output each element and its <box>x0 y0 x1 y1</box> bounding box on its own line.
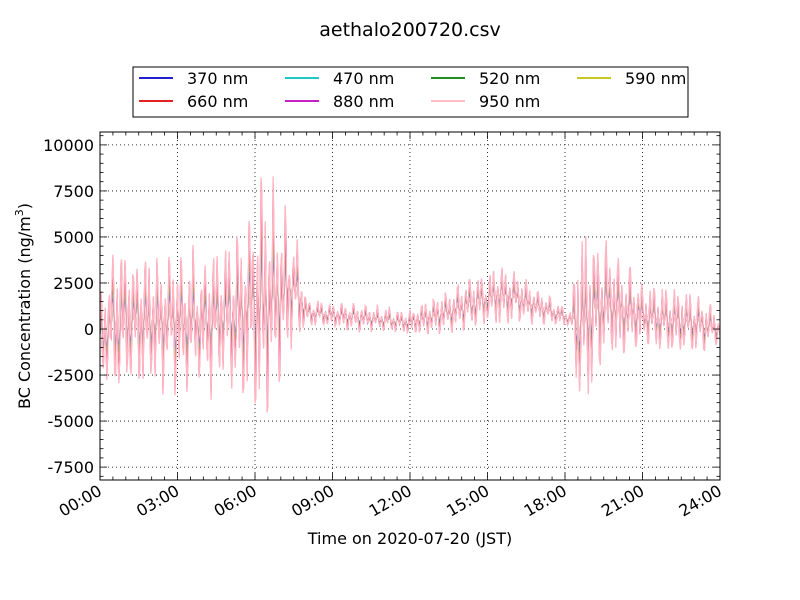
legend: 370 nm 470 nm 520 nm 590 nm 660 nm 880 nm 950 … <box>132 66 689 118</box>
x-tick-label: 15:00 <box>443 481 492 521</box>
legend-label-590-nm: 590 nm <box>625 69 686 88</box>
series-line-950-nm <box>100 176 720 413</box>
chart-title: aethalo200720.csv <box>319 19 501 41</box>
x-tick-label: 06:00 <box>211 481 260 521</box>
x-tick-label: 00:00 <box>56 481 105 521</box>
y-tick-label: 2500 <box>53 274 94 293</box>
x-tick-label: 24:00 <box>676 481 725 521</box>
y-axis-label-suffix: ) <box>15 203 34 209</box>
legend-label-880-nm: 880 nm <box>333 92 394 111</box>
legend-label-950-nm: 950 nm <box>479 92 540 111</box>
y-tick-label: 7500 <box>53 182 94 201</box>
x-tick-label: 09:00 <box>288 481 337 521</box>
series-lines <box>100 176 720 413</box>
y-tick-label: -7500 <box>48 458 95 477</box>
x-tick-label: 18:00 <box>521 481 570 521</box>
legend-label-370-nm: 370 nm <box>187 69 248 88</box>
y-tick-label: -2500 <box>48 366 95 385</box>
axis-ticks <box>99 132 721 480</box>
x-tick-label: 03:00 <box>133 481 182 521</box>
y-axis-label: BC Concentration (ng/m3) <box>13 203 34 409</box>
x-axis-label: Time on 2020-07-20 (JST) <box>307 529 512 548</box>
y-axis-label-main: BC Concentration (ng/m <box>15 216 34 409</box>
y-tick-label: -5000 <box>48 412 95 431</box>
y-tick-label: 5000 <box>53 228 94 247</box>
y-axis-label-sup: 3 <box>13 209 26 216</box>
legend-label-520-nm: 520 nm <box>479 69 540 88</box>
y-tick-label: 0 <box>84 320 94 339</box>
x-tick-label: 12:00 <box>366 481 415 521</box>
legend-box <box>132 66 689 118</box>
y-tick-label: 10000 <box>43 136 94 155</box>
x-tick-label: 21:00 <box>598 481 647 521</box>
legend-label-660-nm: 660 nm <box>187 92 248 111</box>
legend-label-470-nm: 470 nm <box>333 69 394 88</box>
